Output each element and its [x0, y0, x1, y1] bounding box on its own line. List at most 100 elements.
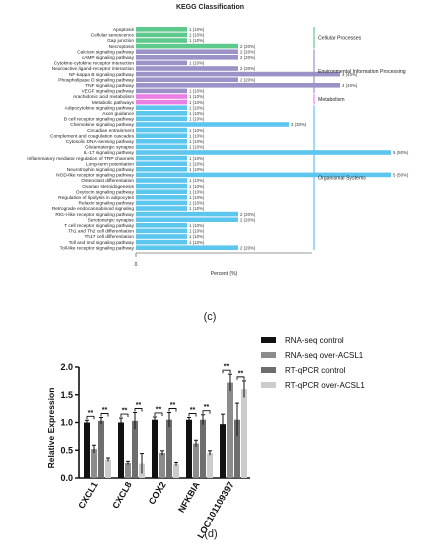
- bar-value-label: 1 (10%): [189, 100, 205, 105]
- bar-value-label: 4 (40%): [342, 72, 358, 77]
- significance-label: **: [156, 406, 162, 413]
- bar: [84, 422, 90, 478]
- bar-value-label: 1 (10%): [189, 156, 205, 161]
- bar-value-label: 1 (10%): [189, 61, 205, 66]
- significance-bracket: [222, 369, 231, 374]
- bar: [136, 66, 238, 71]
- bar: [136, 195, 187, 200]
- group-label: Environmental Information Processing: [318, 69, 406, 75]
- legend: RNA-seq control RNA-seq over-ACSL1 RT-qPCR…: [261, 336, 365, 390]
- legend-swatch: [261, 337, 276, 343]
- bar-value-label: 1 (10%): [189, 189, 205, 194]
- category-label: Th17 cell differentiation: [84, 234, 134, 240]
- category-label: cAMP signaling pathway: [82, 55, 135, 61]
- y-tick-label: 0.5: [60, 445, 73, 455]
- category-label: Gap junction: [107, 38, 134, 44]
- category-label: Retrograde endocannabinoid signaling: [52, 206, 134, 212]
- bar: [136, 127, 187, 133]
- bar: [136, 116, 187, 122]
- bar: [136, 161, 187, 166]
- category-label: Serotonergic synapse: [88, 217, 135, 223]
- bar: [136, 32, 187, 38]
- y-tick-label: 1.5: [60, 390, 73, 400]
- y-axis-label: Relative Expression: [46, 388, 56, 469]
- bar: [136, 228, 187, 234]
- bar: [136, 27, 187, 32]
- significance-bracket: [86, 415, 95, 420]
- kegg-chart: KEGG Classification 0 Percent (%) Apopto…: [27, 4, 409, 277]
- bar: [136, 234, 187, 239]
- legend-swatch: [261, 352, 276, 358]
- bar-value-label: 1 (10%): [189, 111, 205, 116]
- category-label: Inflammatory mediator regulation of TRP …: [27, 156, 134, 162]
- bar-value-label: 4 (40%): [342, 83, 358, 88]
- bar: [136, 200, 187, 206]
- category-label: Relaxin signaling pathway: [79, 201, 135, 207]
- bar-value-label: 1 (10%): [189, 206, 205, 211]
- category-label: Neuroactive ligand-receptor interaction: [52, 66, 135, 72]
- significance-bracket: [202, 410, 211, 414]
- category-label: CXCL1: [76, 480, 99, 511]
- bar-value-label: 1 (10%): [189, 167, 205, 172]
- bar: [132, 420, 138, 478]
- bar: [136, 60, 187, 66]
- bar-value-label: 2 (20%): [240, 217, 256, 222]
- category-label: Cytosolic DNA-sensing pathway: [66, 139, 135, 145]
- category-label: Neurotrophin signaling pathway: [67, 167, 135, 173]
- bar: [136, 38, 187, 43]
- bar: [136, 189, 187, 194]
- bar: [136, 167, 187, 172]
- bar: [136, 206, 187, 211]
- category-label: Circadian entrainment: [87, 128, 135, 134]
- category-label: Phospholipase D signaling pathway: [58, 77, 134, 83]
- bar-value-label: 5 (50%): [393, 150, 409, 155]
- bar: [91, 449, 97, 478]
- bar: [136, 217, 238, 222]
- bar: [136, 223, 187, 228]
- bar-value-label: 1 (10%): [189, 133, 205, 138]
- significance-bracket: [168, 408, 177, 412]
- significance-label: **: [122, 408, 128, 415]
- bar: [136, 83, 340, 88]
- bar: [200, 419, 206, 478]
- bar: [136, 55, 238, 60]
- kegg-groups: Cellular Processes Environmental Informat…: [313, 27, 406, 250]
- bar-value-label: 1 (10%): [189, 94, 205, 99]
- category-label: COX2: [147, 480, 168, 506]
- significance-bracket: [100, 413, 109, 417]
- kegg-rows: Apoptosis 1 (10%) Cellular senescence 1 (10…: [27, 27, 409, 251]
- bar-value-label: 1 (10%): [189, 27, 205, 32]
- group-label: Cellular Processes: [318, 36, 362, 42]
- significance-bracket: [188, 413, 197, 417]
- bar-value-label: 1 (10%): [189, 139, 205, 144]
- bar-value-label: 1 (10%): [189, 105, 205, 110]
- significance-label: **: [170, 402, 176, 409]
- bar: [136, 71, 340, 77]
- bar: [136, 49, 238, 54]
- category-label: NFKBIA: [176, 480, 202, 515]
- bar: [207, 453, 213, 478]
- category-label: Calcium signaling pathway: [77, 49, 134, 55]
- category-label: Chemokine signaling pathway: [70, 122, 134, 128]
- category-label: Ovarian steroidogenesis: [82, 184, 134, 190]
- category-label: CXCL8: [110, 480, 133, 511]
- category-label: Cellular senescence: [91, 33, 135, 39]
- category-label: NOD-like receptor signaling pathway: [56, 173, 134, 179]
- bar-value-label: 1 (10%): [189, 178, 205, 183]
- legend-label: RNA-seq over-ACSL1: [285, 351, 364, 360]
- bar-value-label: 1 (10%): [189, 184, 205, 189]
- bar-value-label: 1 (10%): [189, 33, 205, 38]
- category-label: Glutamatergic synapse: [85, 145, 134, 151]
- expression-chart: 0.0 0.5 1.0 1.5 2.0 ** ** CXCL1 ** ** CXCL8 ** ** CO…: [46, 336, 365, 540]
- bar: [220, 424, 226, 478]
- bar: [241, 389, 247, 478]
- bar: [152, 419, 158, 478]
- category-label: Metabolic pathways: [92, 100, 135, 106]
- bar: [105, 459, 111, 478]
- category-label: RIG-I-like receptor signaling pathway: [55, 212, 134, 218]
- bar: [136, 111, 187, 116]
- bar: [136, 99, 187, 105]
- bar: [136, 94, 187, 99]
- bar-value-label: 2 (20%): [240, 44, 256, 49]
